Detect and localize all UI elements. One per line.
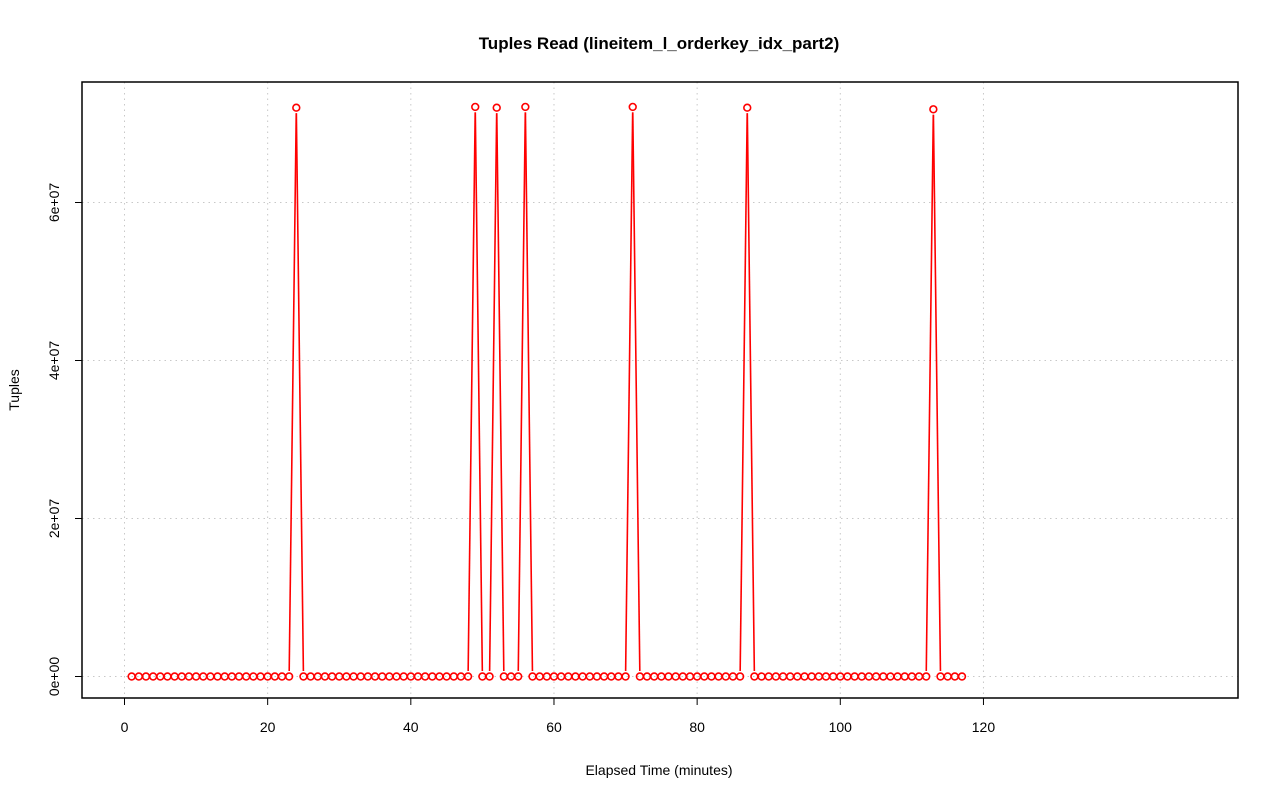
series-line-segment <box>474 112 484 672</box>
y-tick-label: 4e+07 <box>46 341 62 381</box>
data-point <box>871 672 881 681</box>
data-point <box>134 672 144 681</box>
x-tick-label: 120 <box>972 719 996 735</box>
data-point <box>621 672 630 681</box>
series-line-segment <box>624 112 634 672</box>
x-tick-label: 100 <box>829 719 853 735</box>
data-point <box>442 672 451 681</box>
data-point <box>921 672 931 681</box>
series-line-segment <box>467 112 476 672</box>
data-point <box>814 672 824 681</box>
data-point <box>471 102 480 112</box>
x-tick-label: 20 <box>260 719 276 735</box>
data-point <box>800 672 809 681</box>
series-line-segment <box>932 114 942 672</box>
data-point <box>492 103 501 112</box>
data-point <box>370 672 380 681</box>
data-point <box>599 672 609 681</box>
data-point <box>220 672 229 681</box>
series-line-segment <box>925 114 935 672</box>
data-point <box>148 672 158 681</box>
x-axis: 0 20 40 60 80 100 120 <box>121 697 996 735</box>
data-point <box>528 672 537 681</box>
series-line-segment <box>517 112 527 672</box>
data-point <box>671 672 680 681</box>
data-point <box>456 672 466 681</box>
series-line-segment <box>746 113 756 672</box>
data-point <box>929 105 938 114</box>
data-point <box>743 103 752 112</box>
data-point <box>284 672 294 681</box>
x-axis-label: Elapsed Time (minutes) <box>585 762 732 778</box>
series-line-segment <box>295 113 305 672</box>
series-line-segment <box>631 112 641 672</box>
data-point <box>564 672 573 681</box>
y-axis-label: Tuples <box>6 369 22 411</box>
data-point <box>943 672 952 681</box>
data-point <box>363 672 373 681</box>
series-line-segment <box>488 113 498 672</box>
data-point <box>886 672 895 681</box>
y-tick-label: 0e+00 <box>46 657 62 697</box>
data-point <box>463 672 473 681</box>
data-point <box>241 672 251 681</box>
series-line-segment <box>288 113 298 672</box>
data-point <box>957 672 967 681</box>
data-point <box>513 672 523 681</box>
data-point <box>206 672 215 681</box>
series-line-segment <box>524 112 534 672</box>
data-point <box>385 672 394 681</box>
y-tick-label: 6e+07 <box>46 183 62 223</box>
data-point <box>585 672 594 681</box>
data-point <box>435 672 444 681</box>
data-point <box>485 672 494 681</box>
series-line-segment <box>495 113 505 672</box>
y-tick-label: 2e+07 <box>46 499 62 539</box>
data-point <box>907 672 917 681</box>
data-point <box>277 672 287 681</box>
y-axis: 0e+00 2e+07 4e+07 6e+07 <box>46 183 83 697</box>
x-tick-label: 80 <box>689 719 705 735</box>
chart-title: Tuples Read (lineitem_l_orderkey_idx_par… <box>479 34 840 53</box>
data-point <box>420 672 430 681</box>
x-tick-label: 40 <box>403 719 419 735</box>
x-tick-label: 60 <box>546 719 562 735</box>
data-point <box>521 102 530 112</box>
series-layer <box>127 102 967 681</box>
data-point <box>628 102 637 112</box>
data-point <box>893 672 902 681</box>
data-point <box>764 672 773 681</box>
data-point <box>728 672 738 681</box>
data-point <box>349 672 358 681</box>
data-point <box>313 672 322 681</box>
data-point <box>735 672 745 681</box>
data-point <box>657 672 666 681</box>
grid <box>82 82 1238 698</box>
data-point <box>292 103 301 112</box>
plot-frame <box>81 81 1239 699</box>
series-line-segment <box>739 113 748 672</box>
x-tick-label: 0 <box>121 719 129 735</box>
